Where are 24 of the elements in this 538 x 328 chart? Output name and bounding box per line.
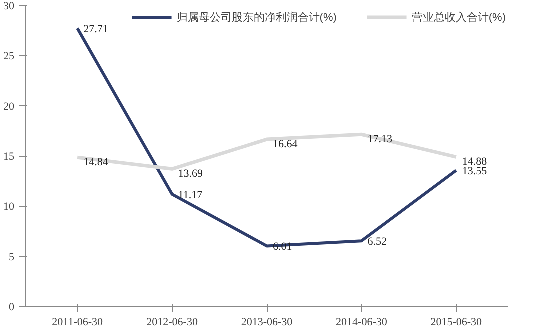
y-tick-label: 10 [4, 201, 15, 214]
legend-label: 营业总收入合计(%) [412, 10, 506, 24]
x-tick-label: 2012-06-30 [146, 316, 198, 328]
y-tick-label: 20 [4, 100, 15, 113]
data-label: 14.88 [462, 156, 488, 168]
y-tick-label: 30 [4, 0, 15, 12]
data-label: 16.64 [273, 138, 298, 151]
x-tick-label: 2013-06-30 [241, 316, 294, 328]
line-series [76, 132, 458, 171]
x-tick-label: 2015-06-30 [430, 316, 483, 328]
data-label: 17.13 [368, 134, 393, 146]
y-tick-label: 5 [9, 251, 15, 264]
x-tick-label: 2014-06-30 [336, 316, 388, 328]
data-label: 6.52 [368, 236, 387, 248]
data-label: 27.71 [84, 23, 108, 36]
data-label: 14.84 [84, 156, 109, 169]
legend-label: 归属母公司股东的净利润合计(%) [176, 10, 337, 24]
data-label: 13.55 [462, 166, 488, 178]
y-tick-label: 15 [4, 151, 15, 163]
data-label: 11.17 [178, 189, 204, 202]
y-tick-label: 25 [4, 50, 15, 63]
x-tick-label: 2011-06-30 [52, 316, 104, 328]
data-label: 13.69 [178, 168, 204, 180]
y-tick-label: 0 [9, 302, 15, 314]
